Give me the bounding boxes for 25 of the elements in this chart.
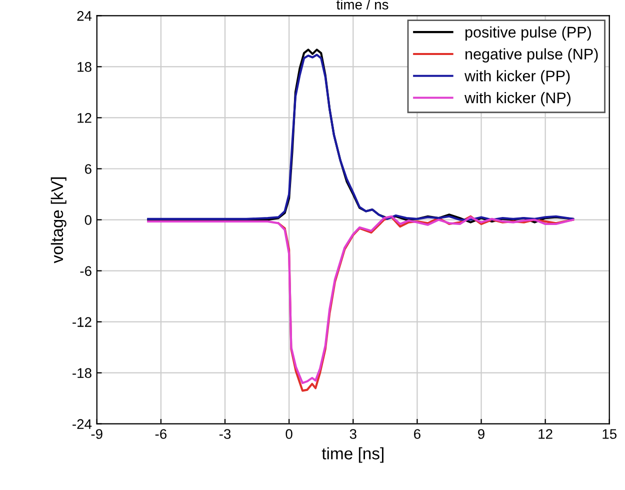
y-tick-label: -12 (72, 317, 92, 327)
legend-label: with kicker (NP) (464, 92, 571, 106)
y-tick-label: 24 (77, 11, 92, 21)
line-series (147, 215, 574, 384)
legend-label: with kicker (PP) (464, 70, 570, 84)
legend-label: positive pulse (PP) (466, 26, 591, 41)
y-tick-label: 0 (84, 215, 92, 225)
y-tick-label: 18 (78, 62, 92, 72)
legend-label: negative pulse (NP) (466, 48, 598, 62)
x-tick-label: -9 (91, 429, 102, 439)
y-tick-label: 6 (84, 164, 92, 174)
x-tick-label: 12 (538, 429, 552, 439)
x-tick-label: 0 (286, 429, 292, 439)
y-tick-label: -6 (80, 266, 92, 276)
x-tick-label: -3 (219, 429, 231, 439)
y-axis-title: voltage [kV] (50, 177, 66, 264)
x-tick-label: -6 (155, 429, 166, 439)
x-tick-label: 3 (350, 429, 356, 439)
x-tick-label: 6 (414, 429, 420, 439)
y-tick-label: -24 (72, 419, 92, 429)
y-tick-label: 12 (78, 113, 92, 123)
y-tick-label: -18 (72, 368, 92, 378)
x-tick-label: 15 (602, 429, 617, 439)
x-tick-label: 9 (478, 429, 484, 439)
x-axis-title: time [ns] (322, 447, 384, 463)
